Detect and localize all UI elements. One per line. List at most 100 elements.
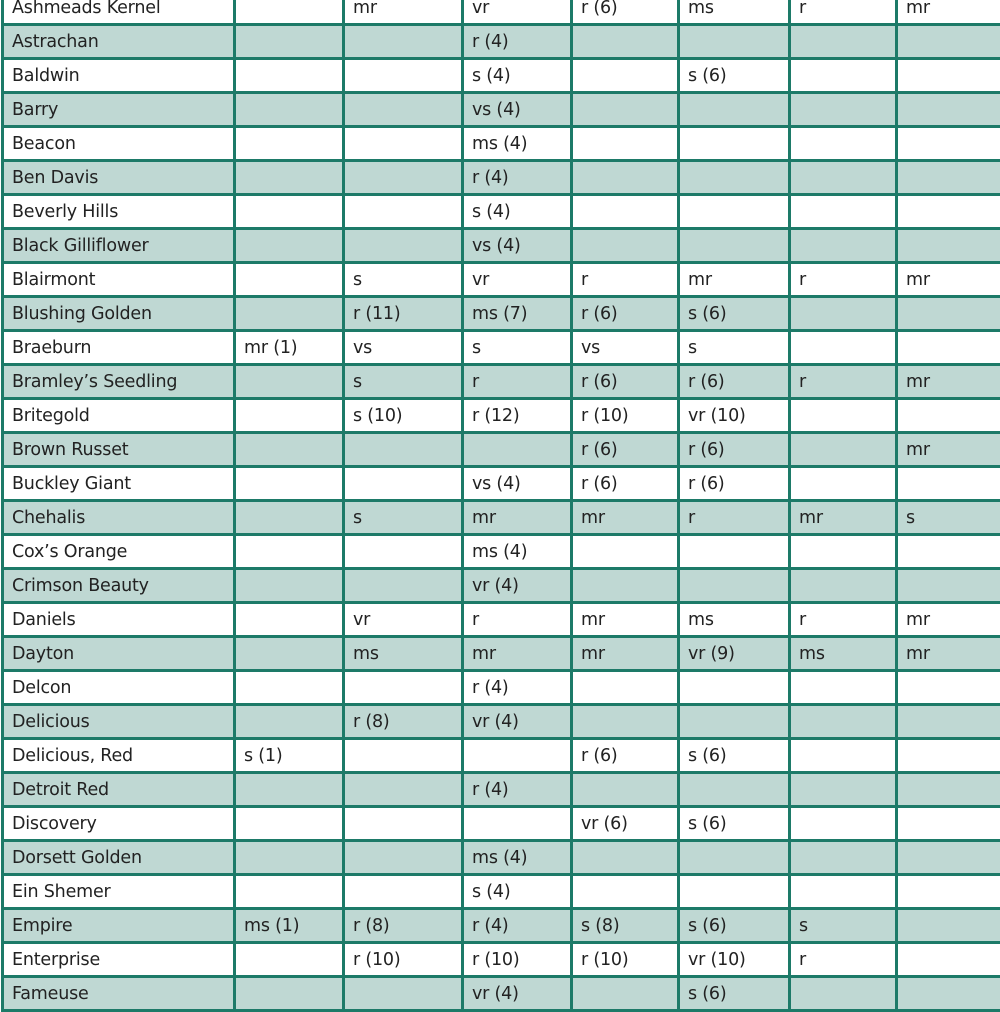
rating-cell	[897, 59, 1000, 93]
rating-cell: mr	[897, 433, 1000, 467]
variety-name-cell: Discovery	[3, 807, 235, 841]
rating-cell	[790, 671, 897, 705]
rating-cell: ms (4)	[463, 841, 572, 875]
rating-cell	[235, 977, 344, 1011]
rating-cell	[790, 25, 897, 59]
rating-cell	[235, 705, 344, 739]
variety-name-cell: Crimson Beauty	[3, 569, 235, 603]
rating-cell: r (6)	[679, 365, 790, 399]
rating-cell	[897, 399, 1000, 433]
variety-name-cell: Blairmont	[3, 263, 235, 297]
rating-cell	[897, 93, 1000, 127]
variety-name-cell: Baldwin	[3, 59, 235, 93]
rating-cell: r (6)	[679, 467, 790, 501]
rating-cell	[572, 161, 679, 195]
rating-cell	[790, 569, 897, 603]
rating-cell: vr (6)	[572, 807, 679, 841]
rating-cell	[572, 705, 679, 739]
rating-cell: r	[790, 365, 897, 399]
rating-cell: r (11)	[344, 297, 463, 331]
rating-cell: r (4)	[463, 909, 572, 943]
rating-cell	[790, 229, 897, 263]
rating-cell: s	[463, 331, 572, 365]
rating-cell: vr (9)	[679, 637, 790, 671]
rating-cell: vr	[463, 0, 572, 25]
rating-cell: mr	[463, 501, 572, 535]
rating-cell	[235, 773, 344, 807]
rating-cell	[572, 535, 679, 569]
variety-name-cell: Daniels	[3, 603, 235, 637]
rating-cell: ms	[344, 637, 463, 671]
variety-name-cell: Braeburn	[3, 331, 235, 365]
rating-cell	[790, 331, 897, 365]
rating-cell: r	[790, 0, 897, 25]
rating-cell	[790, 773, 897, 807]
rating-cell	[897, 807, 1000, 841]
rating-cell: r	[790, 943, 897, 977]
variety-name-cell: Dayton	[3, 637, 235, 671]
rating-cell	[235, 943, 344, 977]
rating-cell: r (12)	[463, 399, 572, 433]
rating-cell	[235, 671, 344, 705]
rating-cell	[790, 977, 897, 1011]
rating-cell: r (6)	[572, 433, 679, 467]
rating-cell	[897, 909, 1000, 943]
rating-cell	[344, 25, 463, 59]
variety-name-cell: Detroit Red	[3, 773, 235, 807]
rating-cell	[235, 875, 344, 909]
rating-cell: r	[790, 603, 897, 637]
variety-name-cell: Bramley’s Seedling	[3, 365, 235, 399]
rating-cell: vr	[463, 263, 572, 297]
rating-cell: ms	[679, 0, 790, 25]
rating-cell	[572, 93, 679, 127]
variety-name-cell: Enterprise	[3, 943, 235, 977]
rating-cell: s (10)	[344, 399, 463, 433]
rating-cell	[897, 943, 1000, 977]
rating-cell: s	[790, 909, 897, 943]
variety-name-cell: Ben Davis	[3, 161, 235, 195]
rating-cell: mr	[897, 365, 1000, 399]
rating-cell	[572, 841, 679, 875]
rating-cell	[344, 229, 463, 263]
variety-name-cell: Buckley Giant	[3, 467, 235, 501]
rating-cell	[897, 161, 1000, 195]
rating-cell: r (6)	[572, 0, 679, 25]
rating-cell: r (10)	[463, 943, 572, 977]
rating-cell: ms (1)	[235, 909, 344, 943]
rating-cell: r (6)	[572, 297, 679, 331]
rating-cell: vs (4)	[463, 467, 572, 501]
rating-cell	[897, 535, 1000, 569]
rating-cell	[679, 569, 790, 603]
rating-cell: s (8)	[572, 909, 679, 943]
rating-cell	[235, 93, 344, 127]
variety-name-cell: Ein Shemer	[3, 875, 235, 909]
rating-cell: s	[897, 501, 1000, 535]
rating-cell: r (4)	[463, 773, 572, 807]
rating-cell	[235, 229, 344, 263]
rating-cell	[790, 161, 897, 195]
rating-cell	[679, 875, 790, 909]
rating-cell	[790, 399, 897, 433]
rating-cell: mr	[572, 637, 679, 671]
variety-name-cell: Cox’s Orange	[3, 535, 235, 569]
rating-cell: r (10)	[344, 943, 463, 977]
rating-cell: mr	[897, 0, 1000, 25]
rating-cell: s	[344, 365, 463, 399]
rating-cell	[463, 807, 572, 841]
rating-cell	[679, 705, 790, 739]
rating-cell: r (10)	[572, 399, 679, 433]
rating-cell	[790, 93, 897, 127]
variety-name-cell: Blushing Golden	[3, 297, 235, 331]
rating-cell	[679, 535, 790, 569]
rating-cell	[897, 25, 1000, 59]
rating-cell	[463, 433, 572, 467]
rating-cell	[344, 433, 463, 467]
